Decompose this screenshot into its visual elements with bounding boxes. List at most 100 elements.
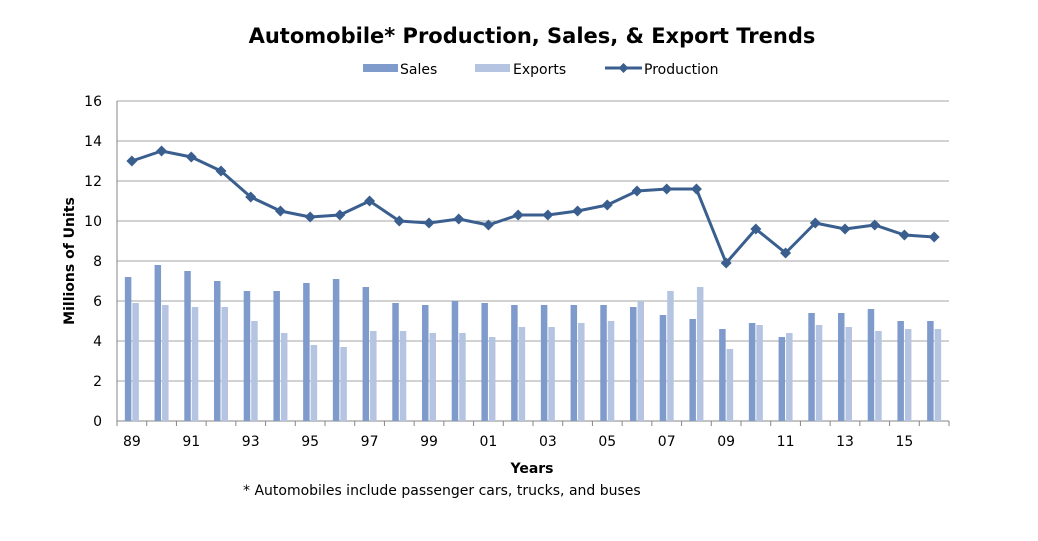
bar-sales-01 <box>481 303 488 421</box>
y-tick-label: 12 <box>84 174 102 190</box>
plot-area: 0 2 4 6 8 10 12 14 16 89 91 93 95 97 99 01 03 05 07 09 11 13 1… <box>84 94 950 450</box>
bar-exports-90 <box>162 305 169 421</box>
bar-sales-92 <box>214 281 221 421</box>
x-tick-label: 01 <box>480 434 498 450</box>
bar-exports-14 <box>875 331 882 421</box>
x-tick-label: 15 <box>896 434 914 450</box>
bar-exports-93 <box>251 321 258 421</box>
bar-sales-93 <box>243 291 251 421</box>
bar-sales-02 <box>511 305 518 421</box>
legend-swatch-sales <box>363 64 398 72</box>
x-axis-title: Years <box>509 461 553 477</box>
bar-sales-11 <box>778 337 786 421</box>
bar-sales-07 <box>659 315 667 421</box>
x-tick-label: 89 <box>123 434 141 450</box>
production-point-09 <box>720 257 732 269</box>
bar-sales-03 <box>540 305 548 421</box>
x-tick-label: 07 <box>658 434 676 450</box>
bar-exports-00 <box>459 333 466 421</box>
y-tick-label: 10 <box>84 214 102 230</box>
bar-sales-95 <box>303 283 310 421</box>
production-point-02 <box>512 209 524 221</box>
bar-exports-15 <box>904 329 912 421</box>
bar-exports-94 <box>280 333 288 421</box>
production-point-98 <box>393 215 405 227</box>
bar-sales-09 <box>719 329 726 421</box>
bar-exports-98 <box>399 331 407 421</box>
legend-swatch-exports <box>475 64 510 72</box>
bar-sales-12 <box>808 313 815 421</box>
bar-exports-09 <box>726 349 734 421</box>
x-tick-label: 97 <box>361 434 379 450</box>
bar-exports-11 <box>786 333 793 421</box>
bar-sales-99 <box>422 305 429 421</box>
production-point-93 <box>245 191 257 203</box>
production-point-14 <box>869 219 881 231</box>
bar-exports-91 <box>191 307 199 421</box>
production-point-06 <box>631 185 643 197</box>
x-tick-label: 05 <box>598 434 616 450</box>
x-tick-label: 95 <box>301 434 319 450</box>
production-point-90 <box>156 145 168 157</box>
production-point-89 <box>126 155 138 167</box>
bar-sales-16 <box>927 321 934 421</box>
y-tick-label: 6 <box>93 294 102 310</box>
y-tick-label: 14 <box>84 134 102 150</box>
production-point-91 <box>185 151 197 163</box>
x-tick-label: 99 <box>420 434 438 450</box>
y-tick-label: 4 <box>93 334 102 350</box>
production-point-03 <box>542 209 554 221</box>
bar-exports-97 <box>370 331 377 421</box>
y-tick-label: 0 <box>93 414 102 430</box>
bar-exports-95 <box>310 345 318 421</box>
bar-sales-89 <box>124 277 132 421</box>
bar-exports-89 <box>132 303 139 421</box>
y-tick-label: 8 <box>93 254 102 270</box>
bar-exports-07 <box>667 291 674 421</box>
bar-exports-12 <box>815 325 823 421</box>
x-tick-label: 13 <box>836 434 854 450</box>
bar-exports-08 <box>696 287 704 421</box>
y-tick-label: 16 <box>84 94 102 110</box>
production-point-97 <box>364 195 376 207</box>
bar-sales-15 <box>897 321 904 421</box>
production-point-92 <box>215 165 227 177</box>
bar-exports-99 <box>429 333 436 421</box>
bar-exports-06 <box>637 301 644 421</box>
bar-exports-01 <box>488 337 496 421</box>
production-point-00 <box>453 213 465 225</box>
bar-exports-92 <box>221 307 228 421</box>
bar-sales-04 <box>570 305 578 421</box>
production-point-10 <box>750 223 762 235</box>
bar-sales-98 <box>392 303 399 421</box>
bar-exports-03 <box>548 327 555 421</box>
legend-label-sales: Sales <box>400 62 437 78</box>
x-tick-label: 03 <box>539 434 557 450</box>
production-point-11 <box>780 247 792 259</box>
legend: Sales Exports Production <box>363 62 718 78</box>
bar-sales-00 <box>451 301 459 421</box>
bar-sales-05 <box>600 305 607 421</box>
bar-exports-04 <box>578 323 585 421</box>
bar-exports-16 <box>934 329 942 421</box>
production-line <box>131 149 935 265</box>
legend-marker-production <box>618 63 629 73</box>
production-point-08 <box>690 183 702 195</box>
production-point-04 <box>572 205 584 217</box>
bar-exports-13 <box>845 327 852 421</box>
bar-sales-10 <box>748 323 756 421</box>
x-tick-label: 09 <box>717 434 735 450</box>
footnote: * Automobiles include passenger cars, tr… <box>243 483 641 499</box>
bar-sales-90 <box>154 265 162 421</box>
legend-label-exports: Exports <box>513 62 566 78</box>
y-tick-label: 2 <box>93 374 102 390</box>
production-point-13 <box>839 223 851 235</box>
bar-sales-13 <box>838 313 845 421</box>
bar-exports-02 <box>518 327 526 421</box>
production-point-95 <box>304 211 316 223</box>
production-point-15 <box>898 229 910 241</box>
production-point-05 <box>601 199 613 211</box>
production-point-12 <box>809 217 821 229</box>
